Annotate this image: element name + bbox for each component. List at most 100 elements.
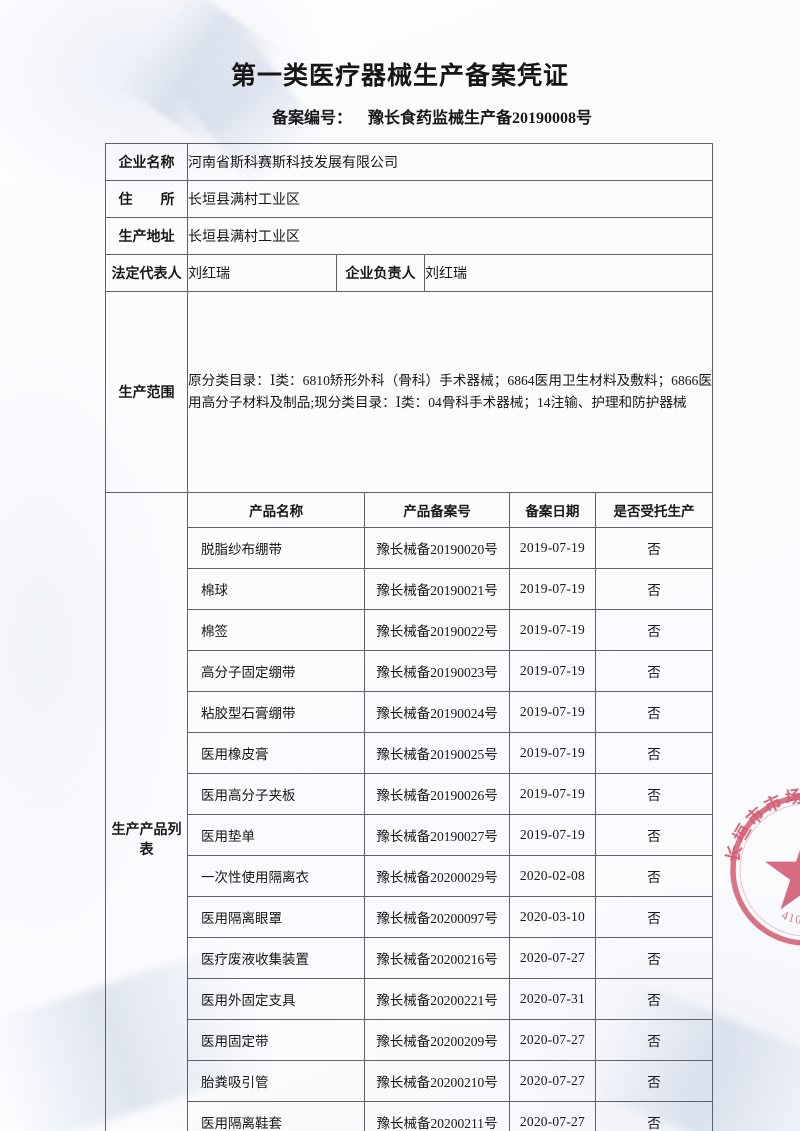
cell-record-number: 豫长械备20200209号 [364, 1019, 510, 1061]
cell-entrusted: 否 [595, 855, 713, 897]
col-header-record-date: 备案日期 [508, 493, 597, 528]
enterprise-head-label: 企业负责人 [336, 254, 425, 292]
record-number-line: 备案编号： 豫长食药监械生产备20190008号 [0, 104, 800, 128]
production-scope-label: 生产范围 [105, 291, 188, 493]
cell-record-date: 2020-07-27 [508, 937, 597, 979]
cell-product-name: 脱脂纱布绷带 [188, 527, 366, 569]
cell-record-number: 豫长械备20190027号 [364, 814, 510, 856]
cell-record-number: 豫长械备20200211号 [364, 1101, 510, 1131]
table-row: 医用外固定支具 豫长械备20200221号 2020-07-31 否 [188, 978, 713, 1020]
cell-product-name: 医用橡皮膏 [188, 732, 366, 774]
cell-product-name: 粘胶型石膏绷带 [188, 691, 366, 733]
cell-record-date: 2019-07-19 [508, 650, 597, 692]
cell-entrusted: 否 [595, 527, 713, 569]
legal-rep-value: 刘红瑞 [187, 254, 337, 292]
cell-record-date: 2020-07-27 [508, 1019, 597, 1061]
cell-product-name: 医用高分子夹板 [188, 773, 366, 815]
official-seal-stamp: 长垣市市场监督管理局 4107280 [718, 782, 800, 958]
cell-record-number: 豫长械备20190022号 [364, 609, 510, 651]
cell-record-date: 2019-07-19 [508, 773, 597, 815]
address-value: 长垣县满村工业区 [186, 180, 714, 218]
cell-entrusted: 否 [595, 773, 713, 815]
col-header-entrusted: 是否受托生产 [595, 493, 713, 528]
cell-product-name: 棉签 [188, 609, 366, 651]
table-row-address: 住 所 长垣县满村工业区 [105, 180, 714, 218]
seal-arc-text: 长垣市市场监督管理局 [722, 785, 800, 864]
table-row: 医用隔离鞋套 豫长械备20200211号 2020-07-27 否 [188, 1101, 713, 1131]
cell-product-name: 医疗废液收集装置 [188, 937, 366, 979]
product-table-body: 脱脂纱布绷带 豫长械备20190020号 2019-07-19 否棉球 豫长械备2019… [188, 527, 713, 1131]
cell-entrusted: 否 [595, 609, 713, 651]
cell-product-name: 医用隔离鞋套 [188, 1101, 366, 1131]
cell-entrusted: 否 [595, 814, 713, 856]
cell-record-number: 豫长械备20190020号 [364, 527, 510, 569]
col-header-product-name: 产品名称 [188, 493, 366, 528]
table-row: 医用橡皮膏 豫长械备20190025号 2019-07-19 否 [188, 732, 713, 774]
cell-record-number: 豫长械备20200029号 [364, 855, 510, 897]
cell-product-name: 医用垫单 [188, 814, 366, 856]
production-address-value: 长垣县满村工业区 [186, 217, 714, 255]
cell-product-name: 棉球 [188, 568, 366, 610]
page-title: 第一类医疗器械生产备案凭证 [230, 63, 569, 90]
cell-record-date: 2020-07-27 [508, 1060, 597, 1102]
cell-record-date: 2020-02-08 [508, 855, 597, 897]
product-list-host: 产品名称 产品备案号 备案日期 是否受托生产 脱脂纱布绷带 豫长械备2019002… [186, 492, 714, 1131]
table-row: 粘胶型石膏绷带 豫长械备20190024号 2019-07-19 否 [188, 691, 713, 733]
table-row: 胎粪吸引管 豫长械备20200210号 2020-07-27 否 [188, 1060, 713, 1102]
cell-record-date: 2019-07-19 [508, 527, 597, 569]
product-table-header-row: 产品名称 产品备案号 备案日期 是否受托生产 [188, 493, 713, 528]
enterprise-head-value: 刘红瑞 [423, 254, 714, 292]
svg-text:4107280: 4107280 [779, 908, 800, 927]
cell-record-number: 豫长械备20200097号 [364, 896, 510, 938]
product-table: 产品名称 产品备案号 备案日期 是否受托生产 脱脂纱布绷带 豫长械备2019002… [188, 493, 713, 1131]
cell-entrusted: 否 [595, 1019, 713, 1061]
cell-record-date: 2019-07-19 [508, 691, 597, 733]
cell-record-number: 豫长械备20190025号 [364, 732, 510, 774]
cell-record-number: 豫长械备20190021号 [364, 568, 510, 610]
cell-record-date: 2020-07-27 [508, 1101, 597, 1131]
cell-product-name: 医用固定带 [188, 1019, 366, 1061]
cell-entrusted: 否 [595, 1060, 713, 1102]
cell-record-number: 豫长械备20190023号 [364, 650, 510, 692]
table-row-production-address: 生产地址 长垣县满村工业区 [105, 217, 714, 255]
product-list-label: 生产产品列表 [105, 492, 188, 1131]
cell-entrusted: 否 [595, 732, 713, 774]
table-row: 棉球 豫长械备20190021号 2019-07-19 否 [188, 568, 713, 610]
table-row-company-name: 企业名称 河南省斯科赛斯科技发展有限公司 [105, 143, 714, 181]
table-row: 高分子固定绷带 豫长械备20190023号 2019-07-19 否 [188, 650, 713, 692]
cell-entrusted: 否 [595, 937, 713, 979]
table-row: 脱脂纱布绷带 豫长械备20190020号 2019-07-19 否 [188, 527, 713, 569]
cell-record-number: 豫长械备20200210号 [364, 1060, 510, 1102]
table-row: 医用固定带 豫长械备20200209号 2020-07-27 否 [188, 1019, 713, 1061]
table-row-production-scope: 生产范围 原分类目录：Ⅰ类：6810矫形外科（骨科）手术器械；6864医用卫生材… [105, 291, 714, 493]
production-address-label: 生产地址 [105, 217, 188, 255]
cell-record-date: 2019-07-19 [508, 609, 597, 651]
production-scope-value: 原分类目录：Ⅰ类：6810矫形外科（骨科）手术器械；6864医用卫生材料及敷料；… [186, 291, 714, 493]
cell-entrusted: 否 [595, 896, 713, 938]
cell-product-name: 胎粪吸引管 [188, 1060, 366, 1102]
cell-entrusted: 否 [595, 691, 713, 733]
table-row: 一次性使用隔离衣 豫长械备20200029号 2020-02-08 否 [188, 855, 713, 897]
table-row-legal-representative: 法定代表人 刘红瑞 企业负责人 刘红瑞 [105, 254, 714, 292]
company-name-value: 河南省斯科赛斯科技发展有限公司 [186, 143, 714, 181]
cell-record-number: 豫长械备20190024号 [364, 691, 510, 733]
table-row: 棉签 豫长械备20190022号 2019-07-19 否 [188, 609, 713, 651]
cell-record-number: 豫长械备20200216号 [364, 937, 510, 979]
svg-text:长垣市市场监督管理局: 长垣市市场监督管理局 [722, 785, 800, 864]
cell-product-name: 医用隔离眼罩 [188, 896, 366, 938]
cell-product-name: 高分子固定绷带 [188, 650, 366, 692]
cell-entrusted: 否 [595, 650, 713, 692]
certificate-table: 企业名称 河南省斯科赛斯科技发展有限公司 住 所 长垣县满村工业区 生产地址 长… [105, 143, 714, 1131]
cell-entrusted: 否 [595, 1101, 713, 1131]
cell-record-date: 2019-07-19 [508, 732, 597, 774]
table-row: 医用隔离眼罩 豫长械备20200097号 2020-03-10 否 [188, 896, 713, 938]
company-name-label: 企业名称 [105, 143, 188, 181]
record-number-label: 备案编号： [271, 110, 352, 127]
legal-rep-label: 法定代表人 [105, 254, 188, 292]
cell-record-number: 豫长械备20190026号 [364, 773, 510, 815]
col-header-record-number: 产品备案号 [364, 493, 510, 528]
cell-product-name: 医用外固定支具 [188, 978, 366, 1020]
cell-entrusted: 否 [595, 978, 713, 1020]
cell-record-date: 2020-03-10 [508, 896, 597, 938]
